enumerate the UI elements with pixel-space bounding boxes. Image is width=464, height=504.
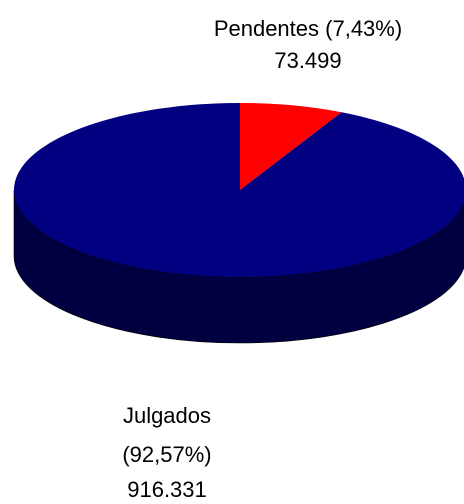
pendentes-percent: (7,43%) — [325, 16, 402, 41]
pie-tops — [14, 103, 464, 277]
pendentes-label: Pendentes (7,43%) — [214, 16, 402, 41]
pendentes-slice — [240, 103, 342, 190]
pie-sides — [13, 189, 464, 344]
julgados-value-label: 916.331 — [127, 477, 207, 502]
julgados-side — [13, 189, 464, 344]
pendentes-name: Pendentes — [214, 16, 319, 41]
julgados-percent-label: (92,57%) — [122, 442, 211, 467]
pendentes-value-label: 73.499 — [274, 48, 341, 73]
julgados-slice — [14, 103, 464, 277]
julgados-name-label: Julgados — [123, 403, 211, 428]
